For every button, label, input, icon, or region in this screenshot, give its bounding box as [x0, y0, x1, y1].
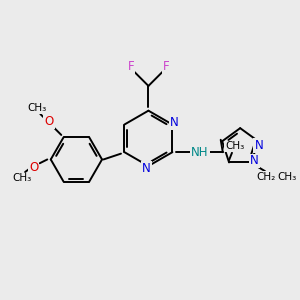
Text: CH₃: CH₃: [225, 141, 244, 152]
Text: O: O: [29, 161, 38, 174]
Text: N: N: [250, 154, 259, 167]
Text: N: N: [142, 162, 151, 176]
Text: F: F: [163, 60, 169, 73]
Text: NH: NH: [191, 146, 209, 159]
Text: CH₃: CH₃: [277, 172, 296, 182]
Text: CH₂: CH₂: [257, 172, 276, 182]
Text: N: N: [170, 116, 179, 129]
Text: CH₃: CH₃: [12, 173, 31, 183]
Text: CH₃: CH₃: [27, 103, 46, 113]
Text: F: F: [128, 60, 134, 73]
Text: N: N: [254, 139, 263, 152]
Text: O: O: [44, 115, 54, 128]
